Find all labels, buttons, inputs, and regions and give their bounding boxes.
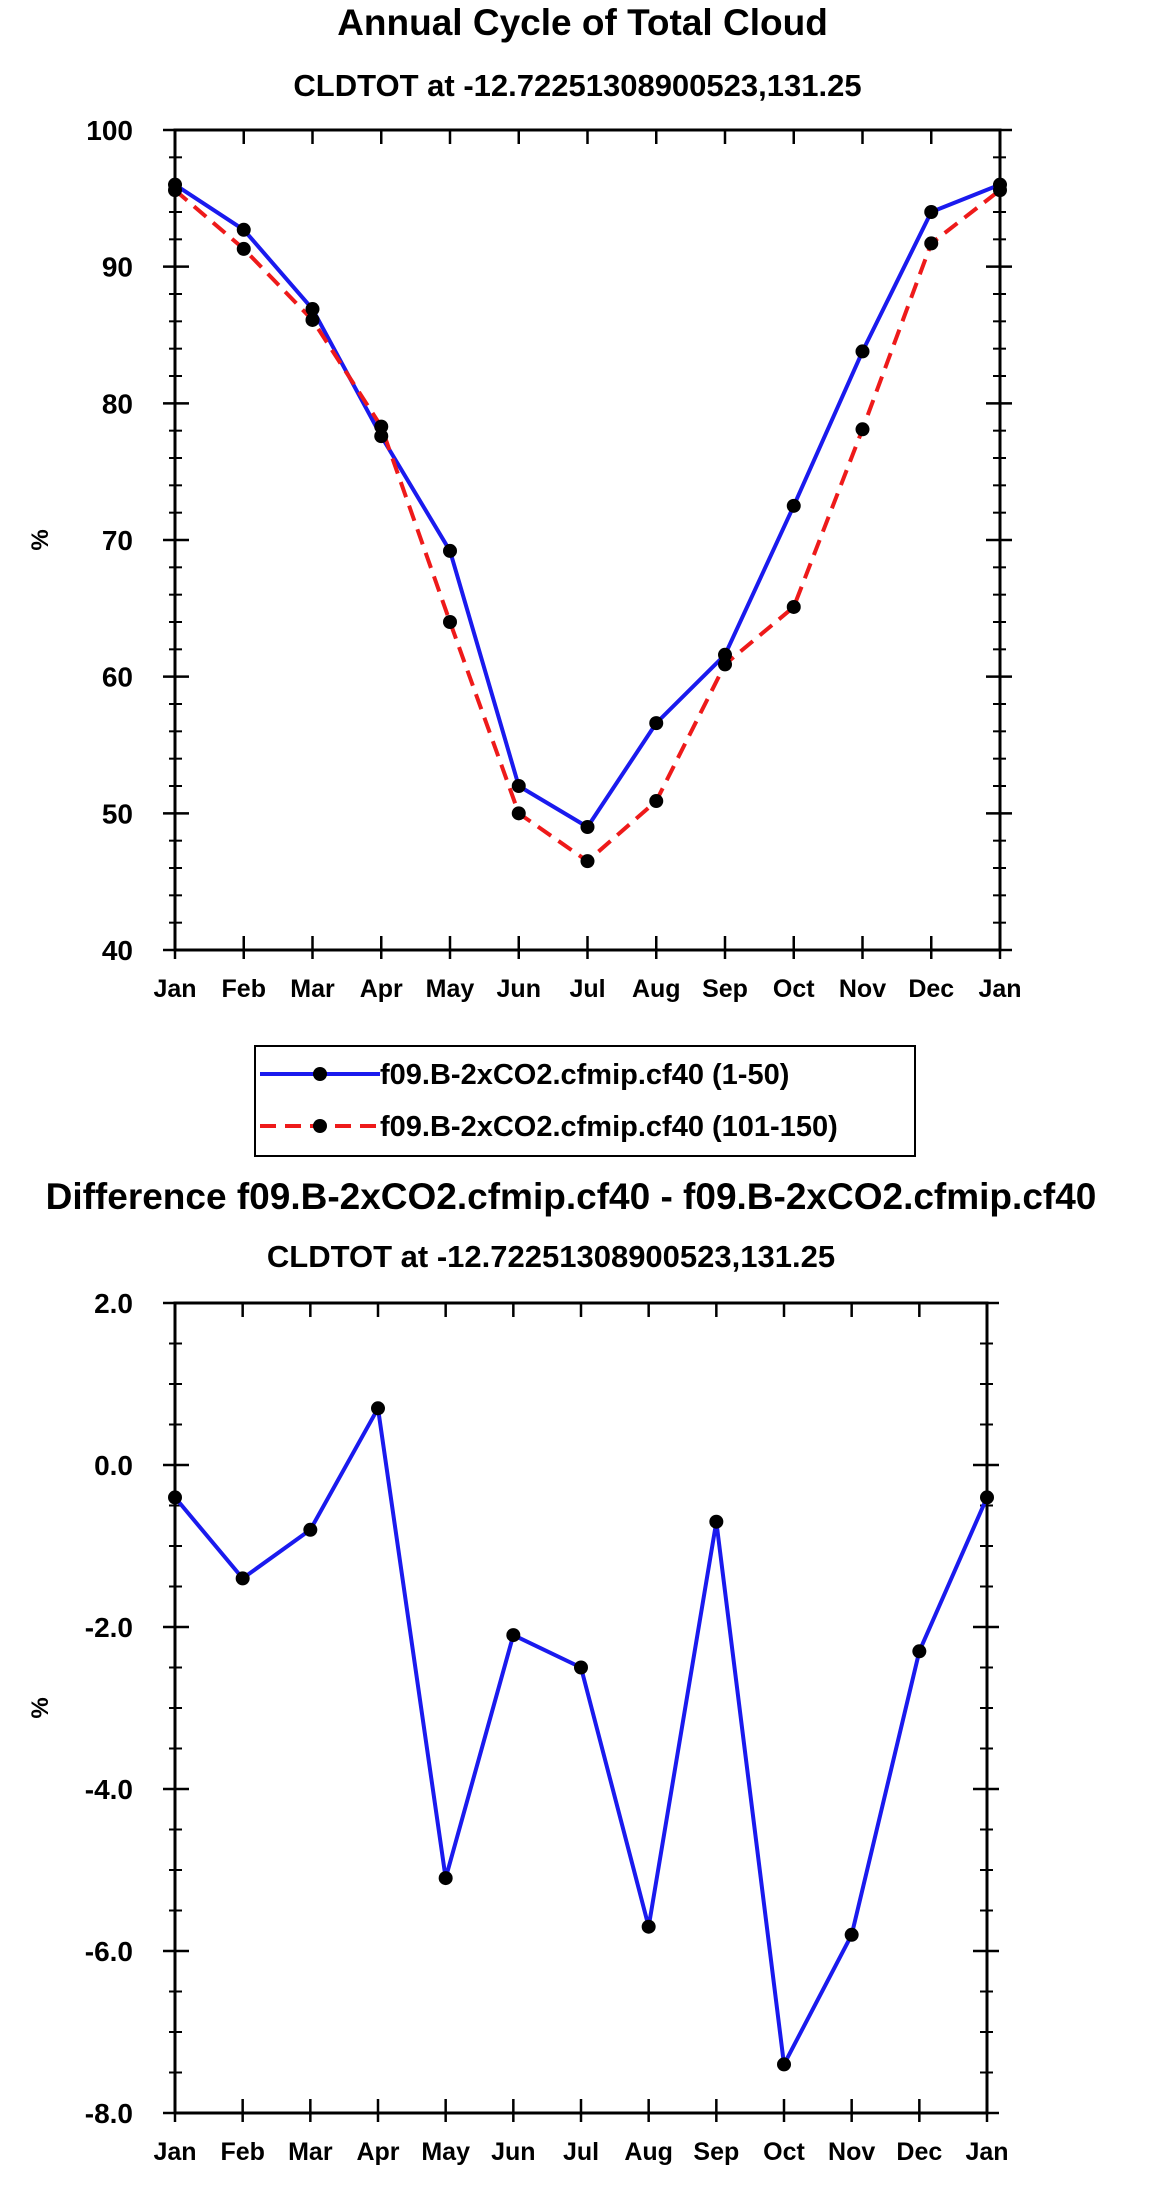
data-point-1-2 xyxy=(580,854,595,869)
x-tick-label: May xyxy=(421,2138,470,2166)
x-tick-label: Jan xyxy=(978,975,1021,1003)
x-tick-label: Jun xyxy=(491,2138,535,2166)
x-tick-label: Nov xyxy=(839,975,886,1003)
data-point-1-1 xyxy=(236,222,251,237)
y-tick-label: 0.0 xyxy=(94,1450,133,1481)
y-tick-label: 100 xyxy=(86,115,133,146)
x-tick-label: Nov xyxy=(828,2138,875,2166)
x-tick-label: May xyxy=(426,975,475,1003)
data-point-1-2 xyxy=(236,241,251,256)
data-point-2-1 xyxy=(709,1514,724,1529)
x-tick-label: Feb xyxy=(220,2138,264,2166)
data-point-1-2 xyxy=(718,657,732,672)
data-point-1-2 xyxy=(443,615,457,629)
x-tick-label: Sep xyxy=(702,975,748,1003)
data-point-1-1 xyxy=(786,498,801,513)
data-point-1-2 xyxy=(305,312,320,327)
series-line-2-1 xyxy=(173,1406,989,2067)
data-point-1-1 xyxy=(511,779,526,793)
x-tick-label: Dec xyxy=(896,2138,942,2166)
legend-label-1: f09.B-2xCO2.cfmip.cf40 (1-50) xyxy=(380,1059,789,1091)
x-tick-label: Mar xyxy=(288,2138,333,2166)
y-tick-label: 40 xyxy=(102,935,133,966)
y-tick-label: -2.0 xyxy=(85,1612,133,1643)
data-point-1-1 xyxy=(305,302,320,317)
data-point-1-1 xyxy=(649,716,664,731)
data-point-1-2 xyxy=(855,422,870,437)
chart-subtitle-2: CLDTOT at -12.72251308900523,131.25 xyxy=(267,1239,835,1274)
y-tick-label: -6.0 xyxy=(85,1936,133,1967)
x-tick-label: Jun xyxy=(497,975,541,1003)
data-point-1-1 xyxy=(580,820,595,834)
y-tick-label: 80 xyxy=(102,388,133,419)
x-tick-label: Jan xyxy=(153,975,196,1003)
legend: f09.B-2xCO2.cfmip.cf40 (1-50) f09.B-2xCO2… xyxy=(254,1045,916,1157)
data-point-2-1 xyxy=(506,1628,521,1643)
data-point-2-1 xyxy=(371,1401,385,1416)
x-tick-label: Jan xyxy=(153,2138,196,2166)
data-point-1-2 xyxy=(924,236,939,251)
data-point-2-1 xyxy=(777,2057,791,2072)
data-point-2-1 xyxy=(574,1660,588,1675)
y-tick-label: -4.0 xyxy=(85,1774,133,1805)
data-point-1-2 xyxy=(786,599,801,614)
data-point-2-1 xyxy=(641,1919,656,1934)
y-tick-label: 50 xyxy=(102,798,133,829)
y-axis-label-1: % xyxy=(27,529,54,550)
data-point-2-1 xyxy=(980,1490,994,1505)
data-point-1-2 xyxy=(511,806,526,821)
legend-marker-1 xyxy=(313,1067,327,1081)
x-tick-label: Jul xyxy=(569,975,605,1003)
data-point-1-2 xyxy=(168,183,182,198)
x-tick-label: Apr xyxy=(360,975,403,1003)
y-tick-label: 2.0 xyxy=(94,1288,133,1319)
chart-title-1: Annual Cycle of Total Cloud xyxy=(337,2,828,43)
data-point-1-1 xyxy=(924,205,939,219)
data-point-1-1 xyxy=(374,429,389,444)
x-tick-label: Dec xyxy=(908,975,954,1003)
y-tick-label: 70 xyxy=(102,525,133,556)
data-point-2-1 xyxy=(235,1571,250,1586)
legend-box xyxy=(254,1045,916,1157)
plot-frame-2 xyxy=(173,1301,989,2115)
data-point-1-1 xyxy=(443,543,457,558)
data-point-2-1 xyxy=(438,1871,453,1886)
y-tick-label: 90 xyxy=(102,252,133,283)
x-tick-label: Feb xyxy=(222,975,266,1003)
data-point-1-2 xyxy=(993,183,1007,198)
x-tick-label: Oct xyxy=(773,975,815,1003)
axis-ticks xyxy=(163,128,1012,2122)
data-point-2-1 xyxy=(168,1490,182,1505)
x-tick-label: Apr xyxy=(356,2138,399,2166)
x-tick-label: Oct xyxy=(763,2138,805,2166)
data-point-2-1 xyxy=(303,1522,318,1537)
y-tick-label: 60 xyxy=(102,662,133,693)
series-markers xyxy=(168,177,1007,2072)
y-axis-label-2: % xyxy=(27,1697,54,1718)
chart-subtitle-1: CLDTOT at -12.72251308900523,131.25 xyxy=(293,68,861,103)
data-point-1-1 xyxy=(718,647,732,662)
chart-title-2: Difference f09.B-2xCO2.cfmip.cf40 - f09.… xyxy=(46,1176,1097,1217)
data-point-2-1 xyxy=(912,1644,927,1659)
y-tick-label: -8.0 xyxy=(85,2098,133,2129)
legend-marker-2 xyxy=(313,1119,327,1133)
legend-label-2: f09.B-2xCO2.cfmip.cf40 (101-150) xyxy=(380,1111,838,1143)
chart-text: Annual Cycle of Total Cloud CLDTOT at -12… xyxy=(27,2,1096,2166)
x-tick-label: Sep xyxy=(693,2138,739,2166)
x-tick-label: Jul xyxy=(563,2138,599,2166)
x-tick-label: Aug xyxy=(624,2138,673,2166)
data-point-1-1 xyxy=(855,344,870,359)
data-point-1-2 xyxy=(649,794,664,809)
x-tick-label: Mar xyxy=(290,975,335,1003)
x-tick-label: Jan xyxy=(965,2138,1008,2166)
x-tick-label: Aug xyxy=(632,975,681,1003)
data-point-2-1 xyxy=(844,1927,859,1942)
series-line-1-1 xyxy=(173,182,1001,829)
data-point-1-2 xyxy=(374,419,389,434)
